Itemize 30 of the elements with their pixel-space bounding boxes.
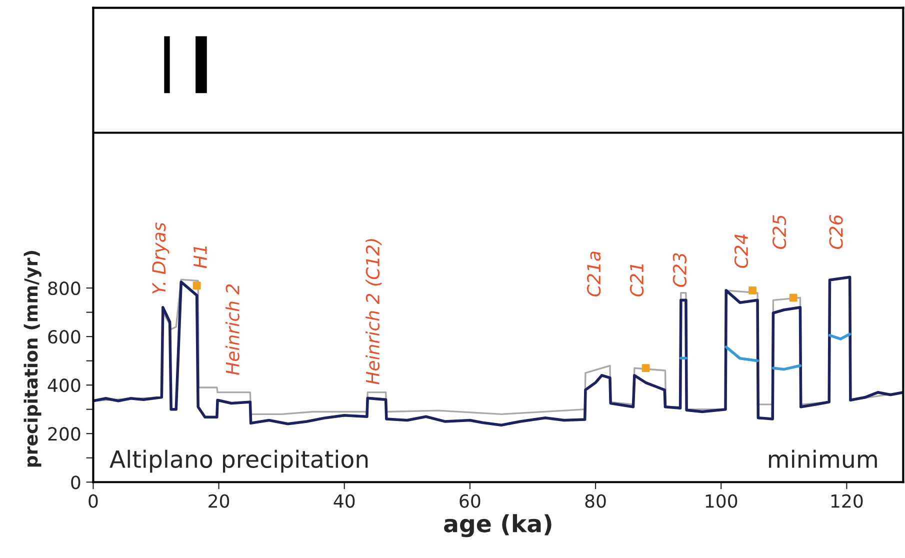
y-tick-label: 0 bbox=[71, 476, 80, 490]
y-tick-label: 200 bbox=[48, 427, 80, 441]
point bbox=[789, 294, 798, 302]
point bbox=[642, 364, 650, 372]
y-tick-label: 600 bbox=[48, 330, 80, 344]
x-axis-title: age (ka) bbox=[444, 514, 552, 538]
annotation: Altiplano precipitation bbox=[110, 450, 368, 473]
y-tick-label: 800 bbox=[48, 281, 80, 296]
annotation: C21 bbox=[630, 264, 644, 296]
x-tick-label: 0 bbox=[88, 494, 98, 508]
annotation: Heinrich 2 bbox=[225, 284, 240, 375]
annotation: C26 bbox=[829, 214, 843, 249]
x-tick-label: 120 bbox=[831, 494, 863, 508]
annotation: Heinrich 2 (C12) bbox=[366, 239, 382, 384]
x-tick-label: 40 bbox=[334, 494, 355, 508]
annotation: C21a bbox=[586, 252, 601, 296]
point bbox=[192, 282, 201, 290]
annotation: Y. Dryas bbox=[152, 222, 170, 294]
x-tick-label: 60 bbox=[460, 494, 480, 508]
y-tick-label: 400 bbox=[48, 378, 80, 392]
point bbox=[748, 286, 756, 294]
x-tick-label: 80 bbox=[585, 494, 606, 508]
annotation: C25 bbox=[772, 215, 786, 249]
annotation: C23 bbox=[672, 253, 686, 287]
annotation: H1 bbox=[194, 246, 207, 268]
annotation: minimum bbox=[768, 450, 877, 468]
annotation: C24 bbox=[734, 234, 748, 268]
y-axis-title: precipitation (mm/yr) bbox=[24, 251, 42, 467]
x-tick-label: 100 bbox=[706, 494, 738, 508]
x-tick-label: 20 bbox=[208, 494, 230, 508]
